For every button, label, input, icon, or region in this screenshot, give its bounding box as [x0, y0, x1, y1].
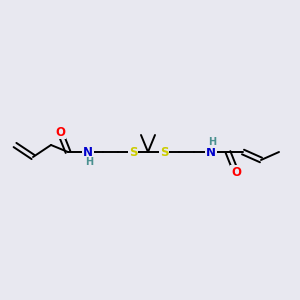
- Text: S: S: [160, 146, 168, 158]
- Text: N: N: [206, 146, 216, 158]
- Text: O: O: [55, 125, 65, 139]
- Text: N: N: [83, 146, 93, 158]
- Text: H: H: [208, 137, 216, 147]
- Text: S: S: [129, 146, 137, 158]
- Text: H: H: [85, 157, 93, 167]
- Text: O: O: [231, 166, 241, 178]
